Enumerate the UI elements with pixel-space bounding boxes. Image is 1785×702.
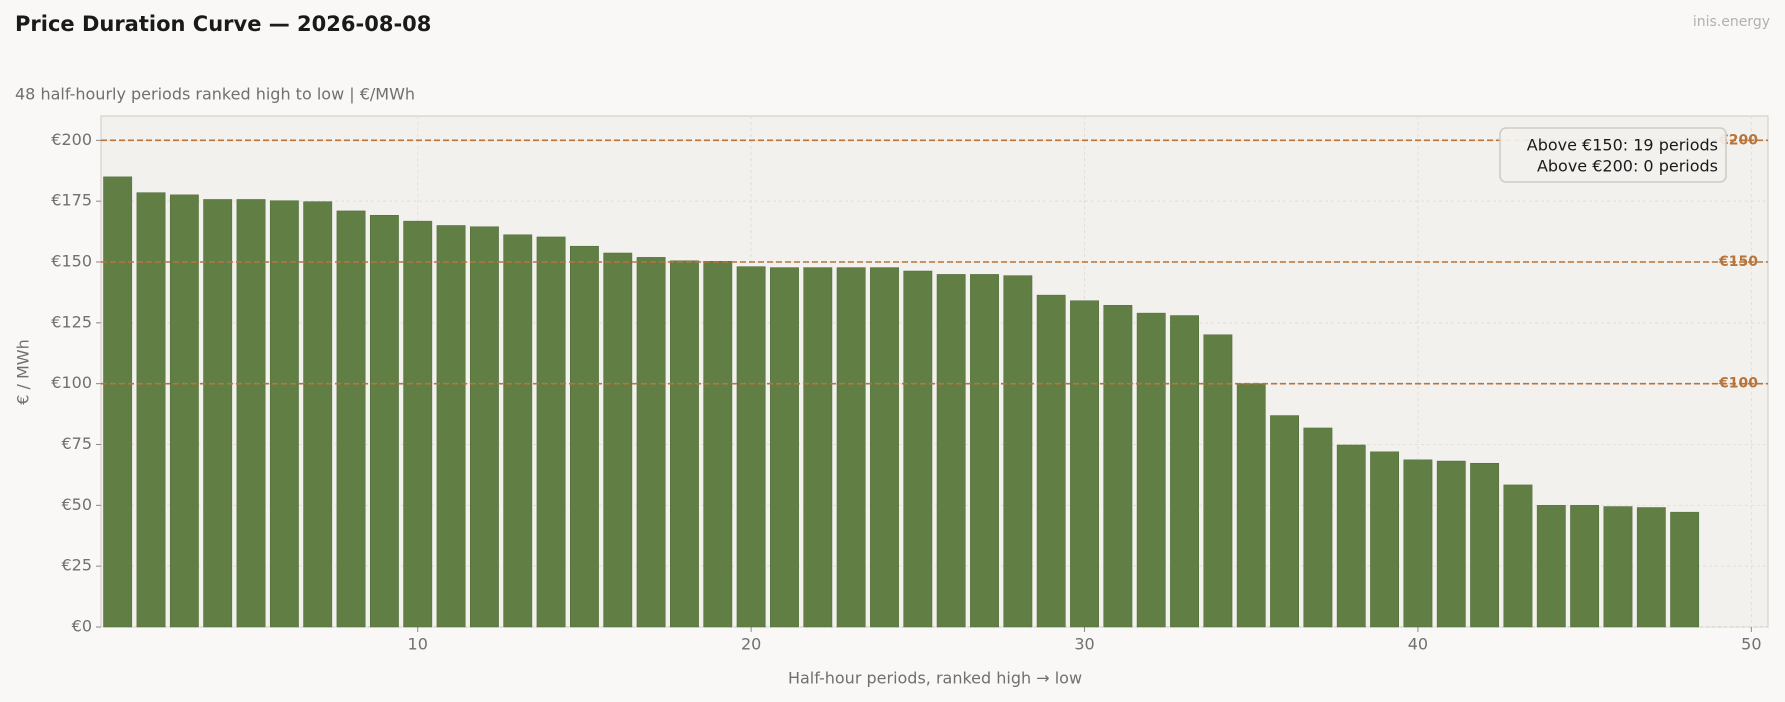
x-tick-label: 20: [741, 635, 761, 654]
bar: [1470, 462, 1500, 628]
bar: [536, 236, 566, 628]
bar: [236, 199, 266, 628]
x-tick-label: 40: [1408, 635, 1428, 654]
bar: [336, 210, 366, 628]
threshold-label: €200: [1718, 132, 1758, 148]
annotation: Above €200: 0 periods: [1537, 157, 1718, 176]
bar: [670, 260, 699, 628]
y-tick-label: €175: [51, 191, 92, 210]
bar: [1003, 275, 1033, 628]
bar: [803, 267, 833, 628]
bar: [1203, 334, 1233, 628]
bar: [1670, 511, 1700, 628]
y-tick-label: €100: [51, 373, 92, 392]
annotation-box: [1499, 127, 1727, 183]
bar: [836, 267, 866, 628]
bar: [1070, 300, 1099, 628]
bar: [870, 267, 899, 628]
y-tick-label: €75: [61, 434, 92, 453]
bar: [1570, 505, 1600, 628]
bar: [1036, 294, 1066, 628]
bar: [736, 266, 766, 628]
y-tick-label: €150: [51, 252, 92, 271]
x-tick-label: 50: [1741, 635, 1761, 654]
threshold-label: €100: [1718, 376, 1758, 392]
bar: [136, 192, 166, 628]
bar: [1236, 383, 1266, 628]
bar: [503, 234, 533, 628]
bar: [1536, 505, 1566, 628]
y-tick-label: €125: [51, 312, 92, 331]
bar: [369, 215, 399, 628]
bar: [1603, 506, 1633, 628]
bar: [1370, 451, 1400, 628]
bar: [436, 225, 466, 628]
bar: [703, 261, 733, 628]
bar: [403, 220, 433, 628]
bar: [1103, 305, 1133, 628]
bar: [1636, 507, 1666, 628]
bar: [770, 267, 799, 628]
bar: [970, 274, 999, 628]
x-tick-label: 30: [1074, 635, 1094, 654]
y-axis-label: € / MWh: [14, 339, 33, 405]
bar: [1136, 312, 1166, 628]
bar: [269, 200, 299, 628]
bar: [303, 201, 333, 628]
y-tick-label: €25: [61, 556, 92, 575]
bar: [469, 226, 499, 628]
bar: [1503, 484, 1533, 628]
y-tick-label: €50: [61, 495, 92, 514]
y-tick-label: €200: [51, 130, 92, 149]
y-tick-label: €0: [72, 617, 92, 636]
bar: [203, 199, 233, 628]
x-tick-label: 10: [408, 635, 428, 654]
bar: [1170, 315, 1199, 628]
bar: [603, 252, 633, 628]
x-axis-label: Half-hour periods, ranked high → low: [788, 669, 1082, 688]
bar: [1303, 427, 1333, 628]
bar: [570, 245, 599, 628]
annotation: Above €150: 19 periods: [1527, 136, 1718, 155]
chart-title: Price Duration Curve — 2026-08-08: [15, 12, 431, 36]
bar: [936, 274, 966, 628]
threshold-label: €150: [1718, 254, 1758, 270]
bar: [1403, 459, 1433, 628]
subtitle: 48 half-hourly periods ranked high to lo…: [15, 85, 415, 104]
bar: [103, 176, 133, 628]
bar: [169, 194, 199, 628]
bar: [1336, 444, 1366, 628]
bar: [636, 257, 666, 628]
brand: inis.energy: [1693, 14, 1770, 30]
bar: [903, 270, 933, 628]
bar: [1436, 460, 1466, 628]
bar: [1270, 415, 1299, 628]
